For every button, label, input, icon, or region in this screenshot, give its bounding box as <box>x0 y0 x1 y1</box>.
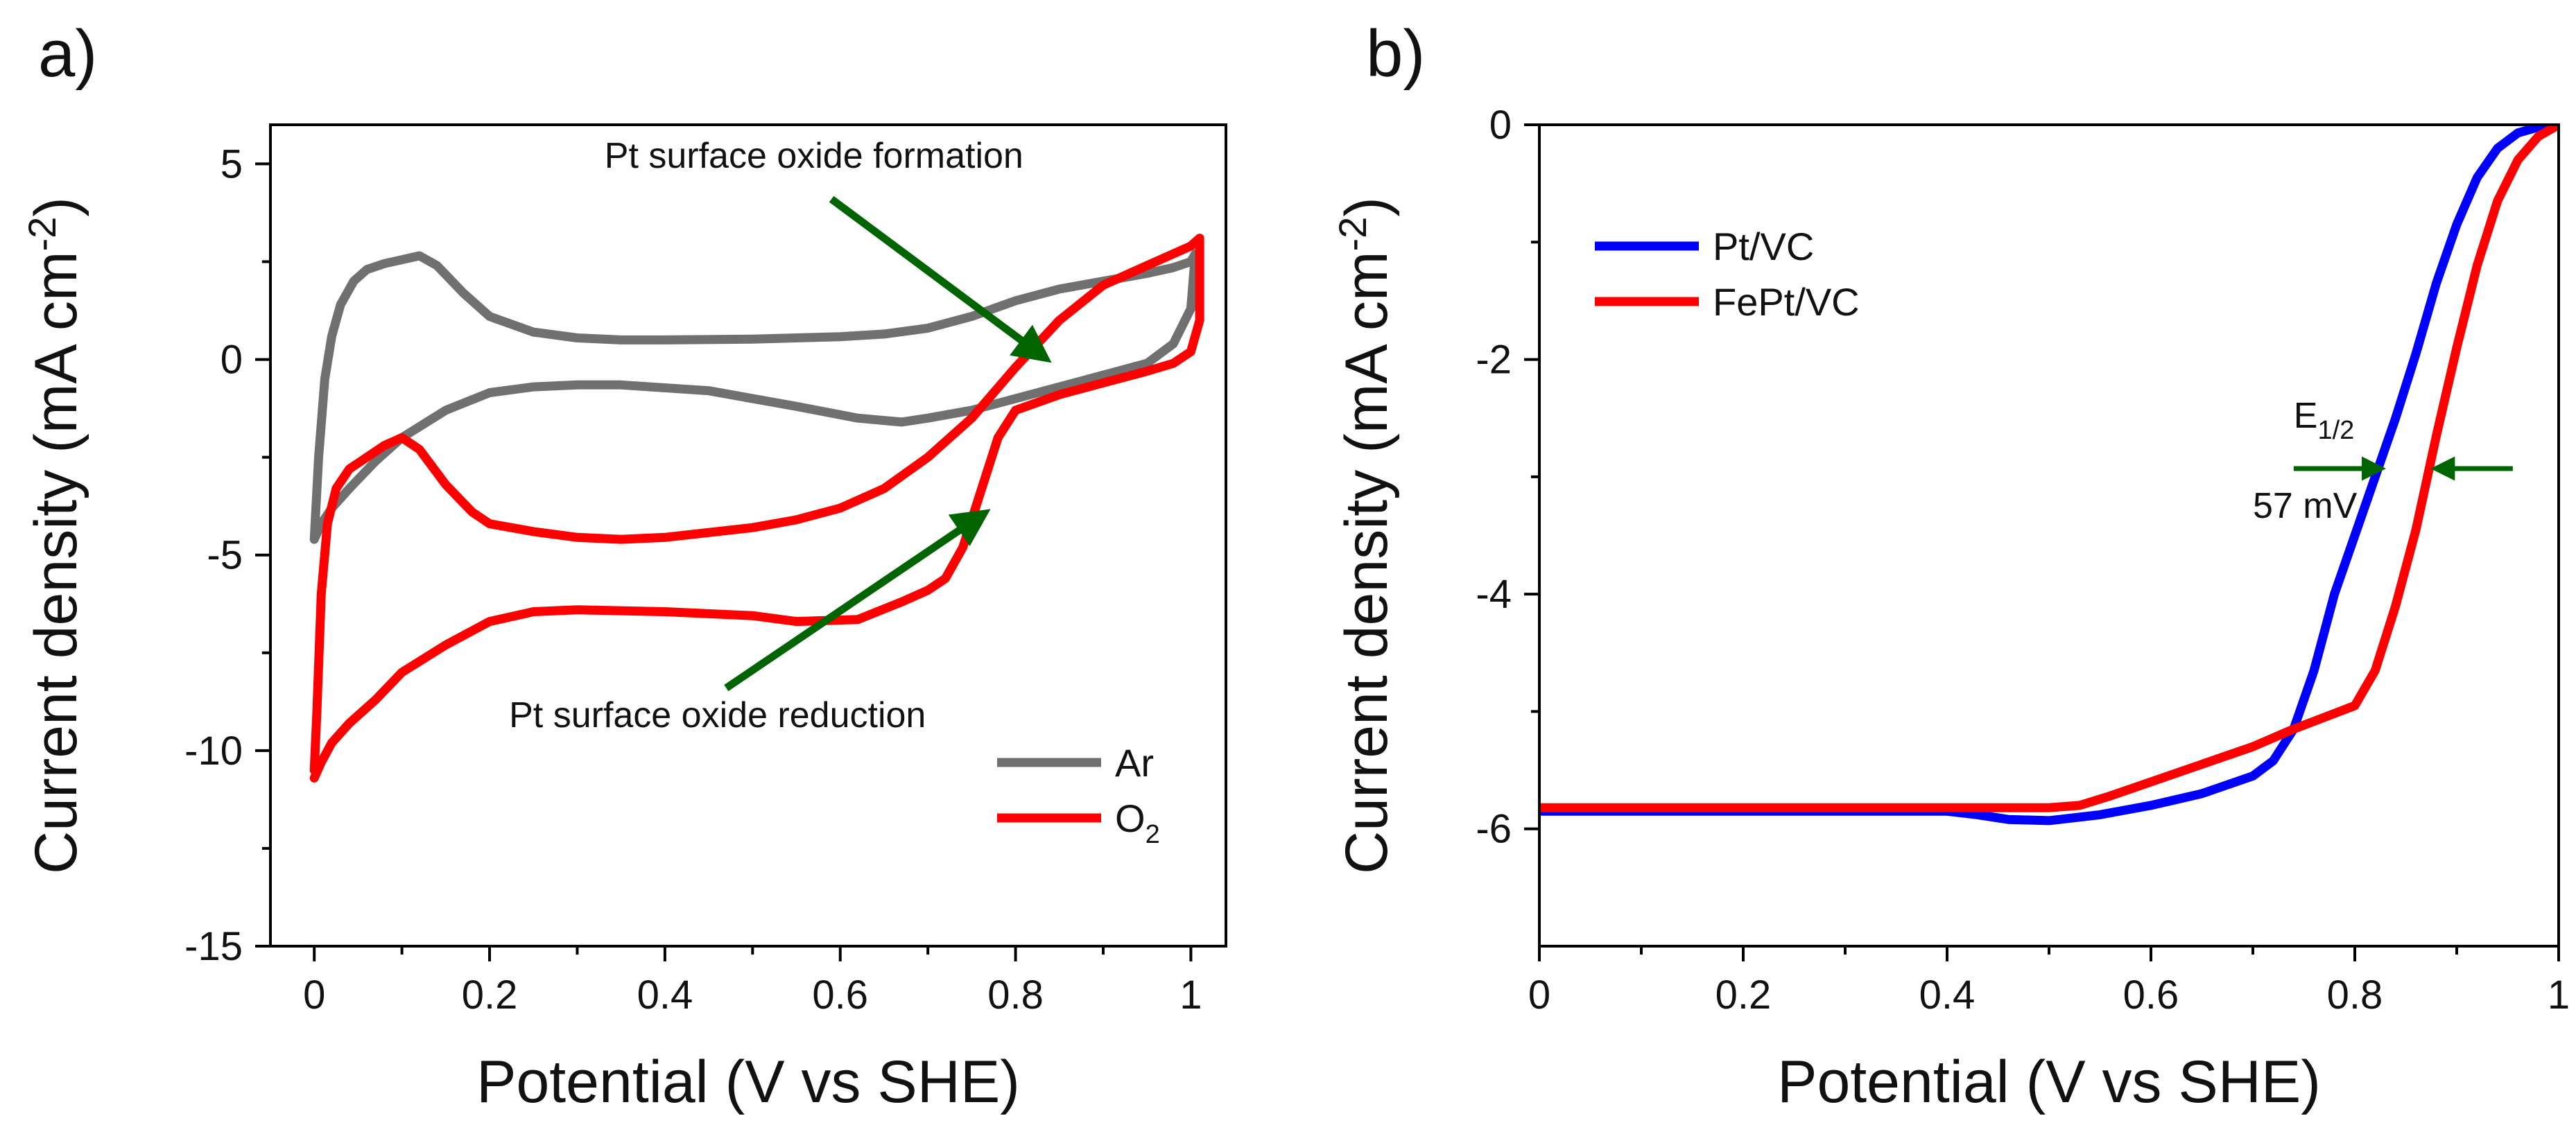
x-tick-label: 0 <box>303 973 325 1018</box>
y-axis-title: Current density (mA cm-2) <box>20 197 89 874</box>
x-axis-title: Potential (V vs SHE) <box>1777 1049 2321 1115</box>
annotation-text: E <box>2294 396 2318 436</box>
y-tick-label: -5 <box>207 533 243 578</box>
annotation-text: 57 mV <box>2253 486 2358 526</box>
plot-frame <box>269 123 1227 948</box>
y-axis-title-close: ) <box>1333 197 1400 217</box>
legend-label: O2 <box>1115 796 1160 849</box>
x-tick-label: 1 <box>2548 973 2570 1018</box>
y-tick-label: 5 <box>221 141 243 186</box>
y-tick-label: -6 <box>1476 807 1512 852</box>
chart-panel-b: b) 0 0.2 0.4 0.6 0.8 1 0 -2 -4 -6 Potential (V vs S… <box>1331 17 2570 1115</box>
annotation-text: Pt surface oxide formation <box>605 136 1023 176</box>
x-tick-label: 0.6 <box>2123 973 2179 1018</box>
legend-label-sub: 2 <box>1146 820 1160 849</box>
annotation-text: Pt surface oxide reduction <box>509 695 926 735</box>
annotation-sub: 1/2 <box>2317 416 2354 445</box>
legend-label: FePt/VC <box>1713 280 1860 324</box>
y-axis-title-sup: -2 <box>1331 217 1374 252</box>
y-tick-label: 0 <box>1489 103 1512 148</box>
series-line-pt-vc <box>1539 125 2559 826</box>
legend-label-text: O <box>1115 796 1146 840</box>
x-tick-label: 0.4 <box>1919 973 1976 1018</box>
y-axis-title-close: ) <box>23 197 89 217</box>
y-axis-title-main: Current density (mA cm <box>23 251 89 873</box>
chart-panel-a: a) 0 0.2 0.4 0.6 0.8 1 5 0 -5 -10 -15 Potential (V v… <box>20 17 1227 1115</box>
y-axis-title: Current density (mA cm-2) <box>1331 197 1400 874</box>
annotation-arrow <box>724 509 991 692</box>
x-tick-label: 1 <box>1179 973 1202 1018</box>
legend-label-text: Pt/VC <box>1713 225 1814 268</box>
x-tick-label: 0.6 <box>812 973 868 1018</box>
legend-label-text: Ar <box>1115 741 1154 785</box>
series-line-o2 <box>309 234 1204 783</box>
y-tick-label: 0 <box>221 338 243 383</box>
x-tick-label: 0.8 <box>987 973 1044 1018</box>
annotation-label: 57 mV <box>2253 486 2358 526</box>
y-tick-label: -2 <box>1476 338 1512 383</box>
x-tick-label: 0.4 <box>637 973 693 1018</box>
x-tick-label: 0.2 <box>462 973 518 1018</box>
annotation-label: Pt surface oxide formation <box>605 136 1023 176</box>
annotation-arrow <box>829 195 1052 363</box>
y-tick-label: -10 <box>184 729 243 774</box>
y-axis-title-sup: -2 <box>20 217 64 252</box>
series-line-ar <box>309 249 1200 544</box>
x-tick-label: 0.2 <box>1715 973 1772 1018</box>
legend-label: Ar <box>1115 741 1154 785</box>
annotation-label: Pt surface oxide reduction <box>509 695 926 735</box>
x-tick-label: 0.8 <box>2327 973 2383 1018</box>
y-tick-label: -15 <box>184 924 243 969</box>
panel-label: a) <box>38 17 97 91</box>
panel-label: b) <box>1366 17 1425 91</box>
y-tick-label: -4 <box>1476 572 1512 617</box>
series-line-fept-vc <box>1539 125 2559 812</box>
annotation-label: E1/2 <box>2294 396 2355 445</box>
x-axis-title: Potential (V vs SHE) <box>476 1049 1020 1115</box>
y-axis-title-main: Current density (mA cm <box>1333 251 1400 873</box>
x-tick-label: 0 <box>1528 973 1550 1018</box>
legend-label: Pt/VC <box>1713 225 1814 268</box>
legend-label-text: FePt/VC <box>1713 280 1860 324</box>
